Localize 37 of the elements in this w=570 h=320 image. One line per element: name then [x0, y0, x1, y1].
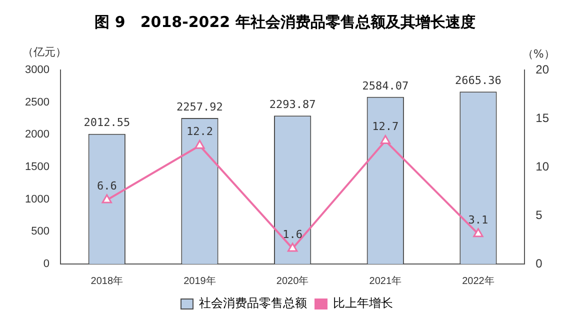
y-tick-label: 2000	[24, 128, 50, 141]
point	[380, 135, 390, 144]
y-tick-label: 3000	[24, 64, 50, 76]
legend-label: 比上年增长	[333, 296, 393, 310]
x-tick-label: 2019年	[184, 274, 216, 287]
point	[194, 140, 205, 149]
data-label: 12.2	[186, 125, 213, 138]
data-label: 2584.07	[362, 79, 409, 92]
y-tick-label: 2500	[24, 96, 50, 108]
data-label: 6.6	[96, 179, 117, 192]
y-tick-label: 1000	[24, 193, 50, 206]
x-tick-label: 2020年	[276, 274, 309, 287]
legend-label: 社会消费品零售总额	[199, 296, 307, 310]
y2-tick-label: 20	[536, 62, 550, 76]
data-label: 2293.87	[269, 98, 316, 112]
chart-title: 图 9 2018-2022 年社会消费品零售总额及其增长速度	[94, 12, 476, 33]
data-label: 2012.55	[84, 116, 130, 130]
y2-axis-title: （%）	[522, 47, 555, 60]
x-tick-label: 2021年	[369, 274, 402, 287]
data-label: 12.7	[372, 120, 399, 134]
x-tick-label: 2018年	[90, 274, 124, 287]
y-tick-label: 0	[43, 258, 50, 270]
data-label: 2257.92	[176, 100, 223, 114]
data-label: 3.1	[468, 213, 488, 226]
y-tick-label: 500	[31, 226, 50, 238]
y2-tick-label: 5	[536, 208, 543, 222]
point	[102, 194, 112, 204]
data-label: 2665.36	[455, 74, 502, 87]
point	[473, 228, 484, 238]
x-tick-label: 2022年	[462, 274, 494, 287]
y2-tick-label: 15	[536, 110, 550, 125]
point	[287, 242, 298, 252]
y2-tick-label: 10	[536, 159, 550, 174]
y-axis-title: （亿元）	[22, 45, 66, 58]
y-tick-label: 1500	[24, 161, 50, 174]
y2-tick-label: 0	[536, 256, 543, 270]
data-label: 1.6	[282, 228, 302, 241]
